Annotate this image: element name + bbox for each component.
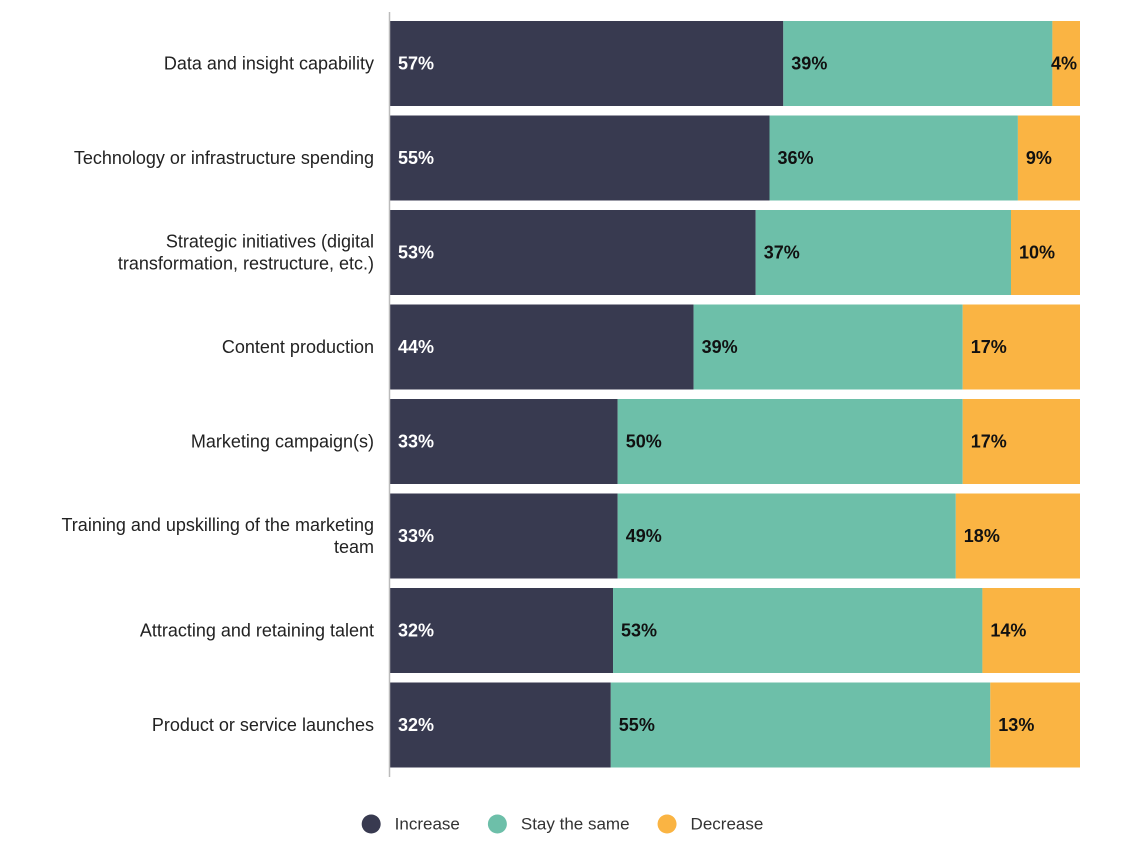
legend-item-stay-the-same: Stay the same xyxy=(487,814,630,834)
data-label-increase-1: 57% xyxy=(398,54,434,74)
bar-decrease-5 xyxy=(962,399,1080,484)
data-label-increase-7: 32% xyxy=(398,621,434,641)
data-label-stay-the-same-4: 39% xyxy=(702,337,738,357)
data-label-increase-8: 32% xyxy=(398,715,434,735)
bar-decrease-8 xyxy=(990,682,1080,768)
category-label-3: Strategic initiatives (digital transforma… xyxy=(118,232,374,274)
category-label-5: Marketing campaign(s) xyxy=(191,432,374,452)
bar-stay-the-same-7 xyxy=(613,588,983,673)
category-label-2: Technology or infrastructure spending xyxy=(74,148,374,168)
category-label-4: Content production xyxy=(222,337,374,357)
bars-layer: 57% 39% 4% 55% 36% 9% 53% 37% 10% 44% 39% 17% 33% 50%… xyxy=(390,21,1080,768)
bar-stay-the-same-8 xyxy=(610,682,991,768)
data-label-stay-the-same-1: 39% xyxy=(791,54,827,74)
data-label-decrease-2: 9% xyxy=(1026,148,1052,168)
legend-label-stay-the-same: Stay the same xyxy=(521,815,630,834)
bar-stay-the-same-3 xyxy=(755,210,1011,295)
data-label-stay-the-same-3: 37% xyxy=(764,243,800,263)
bar-decrease-2 xyxy=(1017,115,1080,201)
bar-increase-2 xyxy=(390,115,770,201)
bar-increase-8 xyxy=(390,682,611,768)
category-label-7: Attracting and retaining talent xyxy=(140,621,374,641)
data-label-increase-2: 55% xyxy=(398,148,434,168)
bar-decrease-6 xyxy=(955,493,1080,579)
category-label-6: Training and upskilling of the marketing… xyxy=(61,515,374,557)
legend-label-increase: Increase xyxy=(395,815,460,834)
bar-stay-the-same-2 xyxy=(769,115,1018,201)
data-label-increase-5: 33% xyxy=(398,432,434,452)
bar-increase-1 xyxy=(390,21,784,106)
data-label-decrease-5: 17% xyxy=(971,432,1007,452)
data-label-decrease-3: 10% xyxy=(1019,243,1055,263)
bar-stay-the-same-5 xyxy=(617,399,963,484)
legend: Increase Stay the same Decrease xyxy=(361,814,764,834)
bar-decrease-3 xyxy=(1011,210,1080,295)
legend-marker-increase xyxy=(361,814,381,834)
legend-item-decrease: Decrease xyxy=(657,814,764,834)
category-label-1: Data and insight capability xyxy=(164,54,374,74)
data-label-decrease-4: 17% xyxy=(971,337,1007,357)
data-label-stay-the-same-8: 55% xyxy=(619,715,655,735)
category-label-8: Product or service launches xyxy=(152,715,374,735)
bar-stay-the-same-4 xyxy=(693,304,963,390)
data-label-stay-the-same-5: 50% xyxy=(626,432,662,452)
data-label-increase-3: 53% xyxy=(398,243,434,263)
bar-increase-6 xyxy=(390,493,618,579)
bar-stay-the-same-1 xyxy=(783,21,1053,106)
bar-increase-3 xyxy=(390,210,756,295)
data-label-decrease-1: 4% xyxy=(1051,54,1077,74)
bar-increase-7 xyxy=(390,588,614,673)
legend-marker-stay-the-same xyxy=(487,814,507,834)
data-label-stay-the-same-2: 36% xyxy=(778,148,814,168)
data-label-decrease-6: 18% xyxy=(964,526,1000,546)
legend-label-decrease: Decrease xyxy=(691,815,764,834)
data-label-stay-the-same-7: 53% xyxy=(621,621,657,641)
legend-item-increase: Increase xyxy=(361,814,460,834)
data-label-decrease-7: 14% xyxy=(990,621,1026,641)
bar-increase-4 xyxy=(390,304,694,390)
bar-increase-5 xyxy=(390,399,618,484)
bar-decrease-4 xyxy=(962,304,1080,390)
legend-marker-decrease xyxy=(657,814,677,834)
category-labels: Data and insight capability Technology or… xyxy=(61,54,374,736)
data-label-stay-the-same-6: 49% xyxy=(626,526,662,546)
data-label-decrease-8: 13% xyxy=(998,715,1034,735)
data-label-increase-6: 33% xyxy=(398,526,434,546)
bar-decrease-7 xyxy=(982,588,1080,673)
bar-decrease-1 xyxy=(1052,21,1080,106)
data-label-increase-4: 44% xyxy=(398,337,434,357)
bar-stay-the-same-6 xyxy=(617,493,956,579)
